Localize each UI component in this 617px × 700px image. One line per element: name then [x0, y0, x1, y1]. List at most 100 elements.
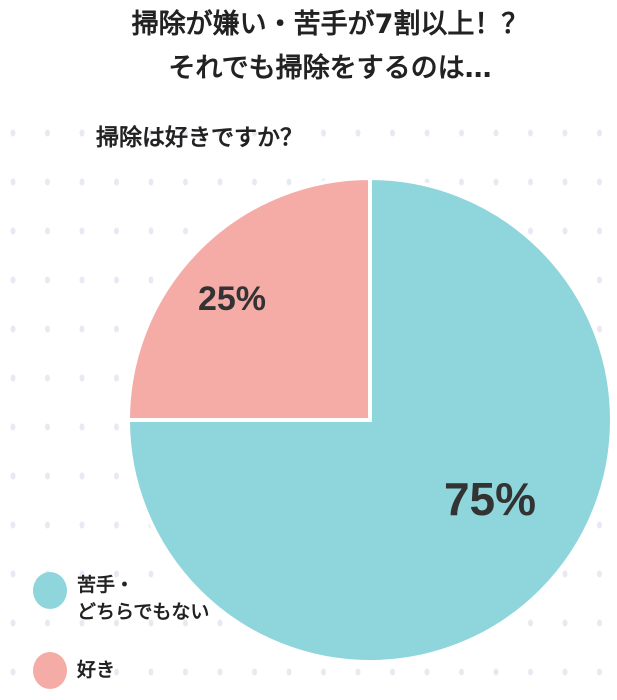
background-dot	[528, 668, 533, 676]
background-dot	[424, 668, 430, 676]
background-dot	[45, 227, 50, 235]
background-dot	[217, 129, 223, 137]
background-dot	[597, 227, 602, 235]
background-dot	[252, 178, 257, 186]
background-dot	[286, 668, 292, 676]
background-dot	[493, 129, 499, 137]
background-dot	[390, 668, 395, 676]
background-dot	[252, 668, 257, 676]
background-dot	[114, 521, 119, 529]
background-dot	[79, 227, 85, 235]
background-dot	[10, 178, 16, 186]
background-dot	[321, 129, 326, 137]
background-dot	[79, 276, 85, 284]
background-dot	[459, 178, 464, 186]
chart-subtitle: 掃除は好きですか？	[96, 125, 303, 151]
background-dot	[114, 325, 119, 333]
background-dot	[114, 423, 119, 431]
background-dot	[114, 619, 119, 627]
background-dot	[45, 374, 50, 382]
background-dot	[183, 178, 188, 186]
background-dot	[114, 472, 119, 480]
background-dot	[114, 276, 119, 284]
legend-label: 苦手・ どちらでもない	[77, 574, 210, 623]
chart-title-line-2: それでも掃除をするのは…	[168, 53, 492, 84]
background-dot	[10, 619, 16, 627]
background-dot	[562, 227, 568, 235]
background-dot	[424, 129, 430, 137]
background-dot	[562, 178, 568, 186]
background-dot	[45, 423, 50, 431]
background-dot	[355, 129, 361, 137]
legend-label: 好き	[77, 659, 116, 681]
slice-data-label: 75%	[444, 473, 536, 525]
background-dot	[493, 178, 499, 186]
background-dot	[183, 129, 188, 137]
slice-data-label: 25%	[198, 280, 266, 318]
background-dot	[148, 178, 154, 186]
background-dot	[10, 472, 16, 480]
background-dot	[183, 619, 188, 627]
pie-slice	[125, 175, 372, 422]
background-dot	[79, 374, 85, 382]
background-dot	[114, 374, 119, 382]
background-dot	[286, 129, 292, 137]
background-dot	[286, 178, 292, 186]
background-dot	[79, 570, 85, 578]
background-dot	[148, 129, 154, 137]
background-dot	[562, 619, 568, 627]
background-dot	[114, 227, 119, 235]
background-dot	[597, 178, 602, 186]
background-dot	[79, 423, 85, 431]
background-dot	[114, 668, 119, 676]
background-dot	[79, 668, 85, 676]
legend-item-like: 好き	[33, 652, 115, 689]
background-dot	[252, 129, 257, 137]
background-dot	[114, 570, 119, 578]
legend-swatch	[33, 572, 67, 609]
background-dot	[597, 521, 602, 529]
background-dot	[493, 668, 499, 676]
background-dot	[79, 472, 85, 480]
background-dot	[148, 276, 154, 284]
background-dot	[10, 423, 16, 431]
background-dot	[79, 325, 85, 333]
background-dot	[79, 178, 85, 186]
background-dot	[562, 570, 568, 578]
background-dot	[562, 129, 568, 137]
background-dot	[10, 227, 16, 235]
background-dot	[321, 668, 326, 676]
background-dot	[45, 325, 50, 333]
background-dot	[148, 668, 154, 676]
background-dot	[217, 619, 223, 627]
background-dot	[459, 129, 464, 137]
background-dot	[45, 619, 50, 627]
background-dot	[45, 521, 50, 529]
background-dot	[562, 668, 568, 676]
background-dot	[79, 521, 85, 529]
background-dot	[148, 570, 154, 578]
background-dot	[528, 129, 533, 137]
background-dot	[597, 570, 602, 578]
background-dot	[183, 668, 188, 676]
background-dot	[390, 129, 395, 137]
background-dot	[45, 276, 50, 284]
background-dot	[459, 668, 464, 676]
background-dot	[597, 129, 602, 137]
background-dot	[10, 276, 16, 284]
background-dot	[45, 472, 50, 480]
background-dot	[217, 668, 223, 676]
background-dot	[148, 619, 154, 627]
background-dot	[597, 619, 602, 627]
background-dot	[183, 227, 188, 235]
background-dot	[79, 129, 85, 137]
background-dot	[528, 178, 533, 186]
background-dot	[79, 619, 85, 627]
background-dot	[217, 178, 223, 186]
legend-swatch	[33, 652, 67, 689]
chart-title-line-1: 掃除が嫌い・苦手が7割以上！？	[131, 9, 529, 40]
background-dot	[10, 521, 16, 529]
background-dot	[10, 374, 16, 382]
background-dot	[114, 178, 119, 186]
